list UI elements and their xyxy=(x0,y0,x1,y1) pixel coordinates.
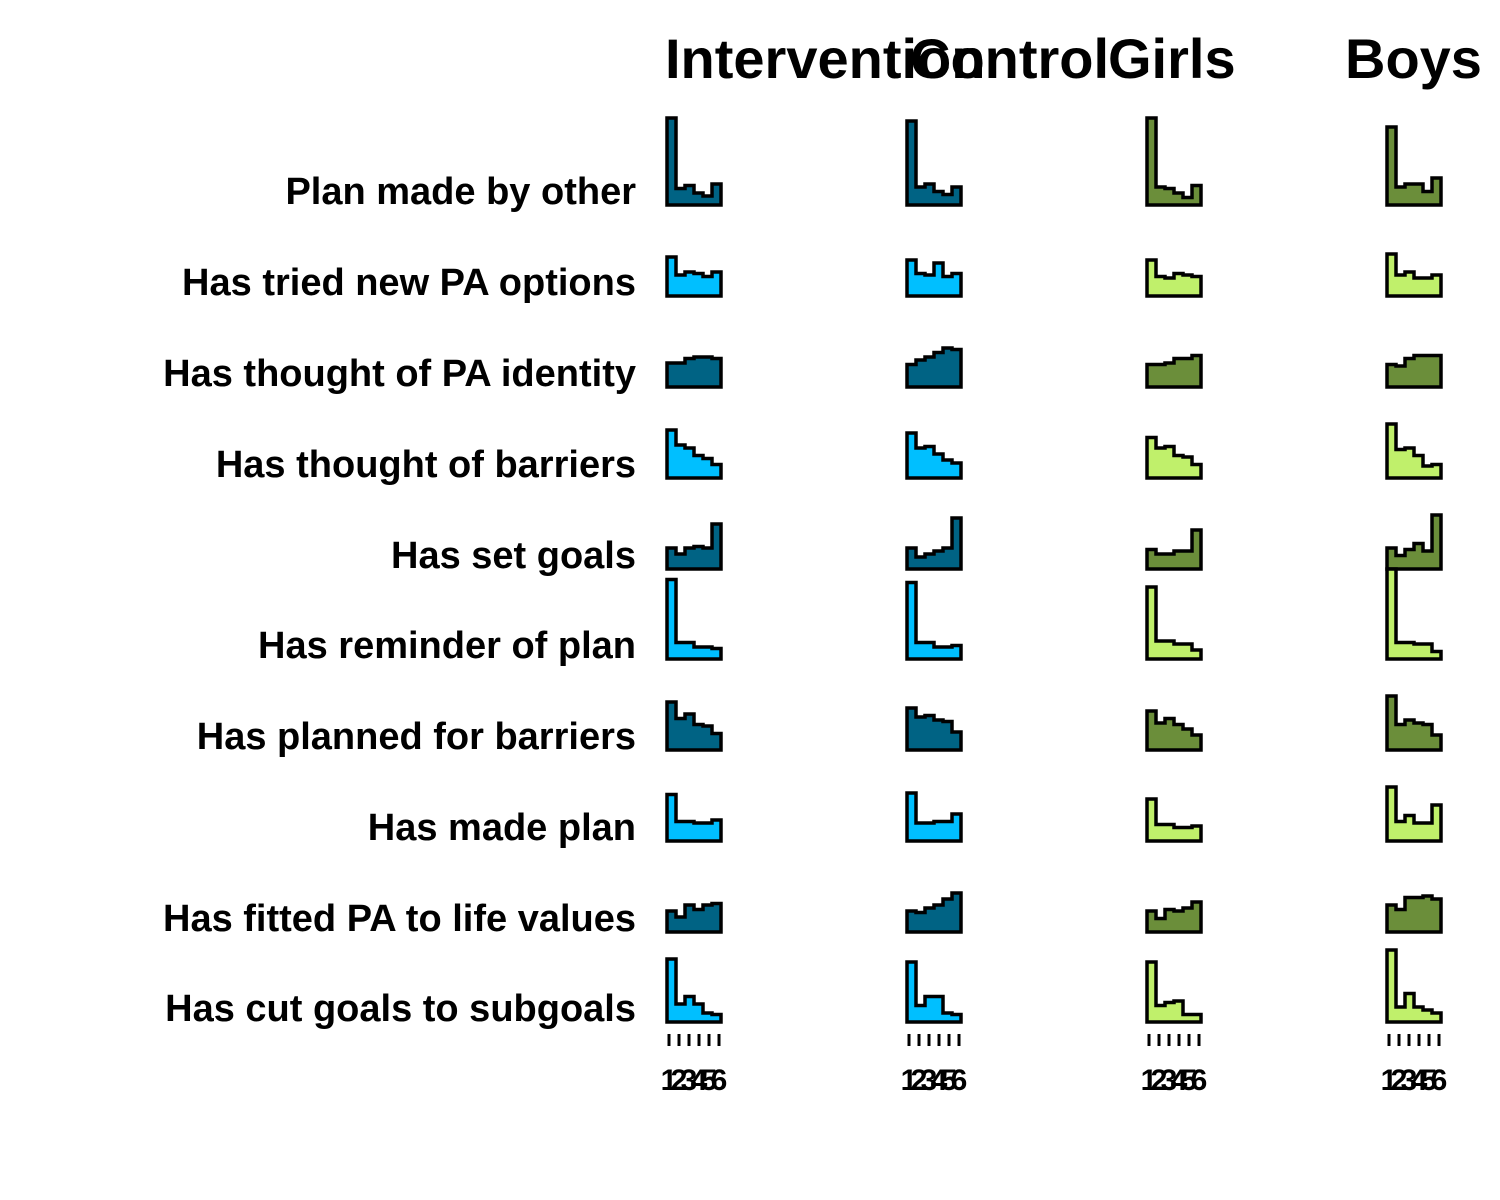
histogram-boys-row-4 xyxy=(1385,513,1443,571)
histogram-control-row-7 xyxy=(905,791,963,843)
x-tick-label: 1 xyxy=(1381,1064,1398,1097)
x-tick-label: 4 xyxy=(1411,1064,1428,1097)
histogram-girls-row-6 xyxy=(1145,709,1203,752)
row-label: Has fitted PA to life values xyxy=(163,898,636,940)
histogram-boys-row-2 xyxy=(1385,353,1443,389)
histogram-control-row-1 xyxy=(905,258,963,298)
histogram-boys-row-5 xyxy=(1385,567,1443,661)
histogram-girls-row-0 xyxy=(1145,116,1203,207)
histogram-boys-row-1 xyxy=(1385,252,1443,298)
x-tick-label: 6 xyxy=(711,1064,728,1097)
x-tick-label: 2 xyxy=(911,1064,928,1097)
histogram-girls-row-4 xyxy=(1145,528,1203,571)
histogram-girls-row-9 xyxy=(1145,960,1203,1024)
x-tick-label: 2 xyxy=(1391,1064,1408,1097)
row-label: Has tried new PA options xyxy=(182,262,636,304)
histogram-intervention-row-3 xyxy=(665,428,723,480)
histogram-intervention-row-4 xyxy=(665,522,723,571)
row-label: Has reminder of plan xyxy=(258,625,636,667)
histogram-intervention-row-8 xyxy=(665,901,723,934)
row-labels: Plan made by other Has tried new PA optio… xyxy=(163,171,636,1030)
row-label: Plan made by other xyxy=(285,171,636,213)
histogram-control-row-9 xyxy=(905,960,963,1024)
x-tick-label: 2 xyxy=(1151,1064,1168,1097)
column-title-girls: Girls xyxy=(1108,27,1236,90)
x-tick-label: 1 xyxy=(661,1064,678,1097)
histogram-control-row-4 xyxy=(905,516,963,571)
histogram-intervention-row-6 xyxy=(665,700,723,752)
histogram-intervention-row-2 xyxy=(665,355,723,389)
histogram-boys-row-8 xyxy=(1385,894,1443,934)
x-tick-label: 3 xyxy=(1401,1064,1418,1097)
x-tick-label: 3 xyxy=(681,1064,698,1097)
histogram-girls-row-2 xyxy=(1145,353,1203,389)
row-label: Has cut goals to subgoals xyxy=(165,988,636,1030)
column-title-intervention: Intervention xyxy=(665,27,985,90)
histogram-girls-row-3 xyxy=(1145,435,1203,480)
x-tick-label: 3 xyxy=(921,1064,938,1097)
histogram-control-row-0 xyxy=(905,119,963,207)
x-tick-label: 5 xyxy=(701,1064,718,1097)
histogram-boys-row-9 xyxy=(1385,948,1443,1024)
histogram-girls-row-5 xyxy=(1145,585,1203,661)
histogram-control-row-2 xyxy=(905,346,963,389)
row-label: Has thought of barriers xyxy=(216,444,636,486)
x-tick-label: 2 xyxy=(671,1064,688,1097)
histogram-girls-row-7 xyxy=(1145,797,1203,843)
x-tick-label: 5 xyxy=(1421,1064,1438,1097)
row-label: Has planned for barriers xyxy=(197,716,636,758)
x-tick-label: 1 xyxy=(1141,1064,1158,1097)
histogram-boys-row-7 xyxy=(1385,785,1443,843)
histogram-control-row-3 xyxy=(905,431,963,480)
histogram-intervention-row-9 xyxy=(665,957,723,1024)
x-tick-label: 5 xyxy=(1181,1064,1198,1097)
x-tick-label: 4 xyxy=(1171,1064,1188,1097)
histogram-intervention-row-5 xyxy=(665,577,723,661)
histogram-girls-row-1 xyxy=(1145,258,1203,298)
histogram-intervention-row-1 xyxy=(665,255,723,298)
histogram-intervention-row-0 xyxy=(665,116,723,207)
histogram-control-row-8 xyxy=(905,891,963,934)
column-title-boys: Boys xyxy=(1345,27,1482,90)
x-tick-label: 5 xyxy=(941,1064,958,1097)
x-tick-label: 3 xyxy=(1161,1064,1178,1097)
histogram-control-row-5 xyxy=(905,580,963,661)
row-label: Has thought of PA identity xyxy=(163,353,636,395)
histogram-girls-row-8 xyxy=(1145,900,1203,934)
x-tick-label: 4 xyxy=(691,1064,708,1097)
row-label: Has set goals xyxy=(391,535,636,577)
histogram-intervention-row-7 xyxy=(665,792,723,843)
x-tick-label: 6 xyxy=(951,1064,968,1097)
histogram-boys-row-0 xyxy=(1385,125,1443,207)
histogram-boys-row-6 xyxy=(1385,694,1443,752)
x-tick-label: 6 xyxy=(1431,1064,1448,1097)
column-title-control: Control xyxy=(910,27,1109,90)
histogram-boys-row-3 xyxy=(1385,422,1443,480)
x-tick-label: 6 xyxy=(1191,1064,1208,1097)
histogram-cells xyxy=(665,116,1443,1024)
row-label: Has made plan xyxy=(368,807,636,849)
histogram-control-row-6 xyxy=(905,706,963,752)
x-tick-label: 1 xyxy=(901,1064,918,1097)
x-tick-label: 4 xyxy=(931,1064,948,1097)
